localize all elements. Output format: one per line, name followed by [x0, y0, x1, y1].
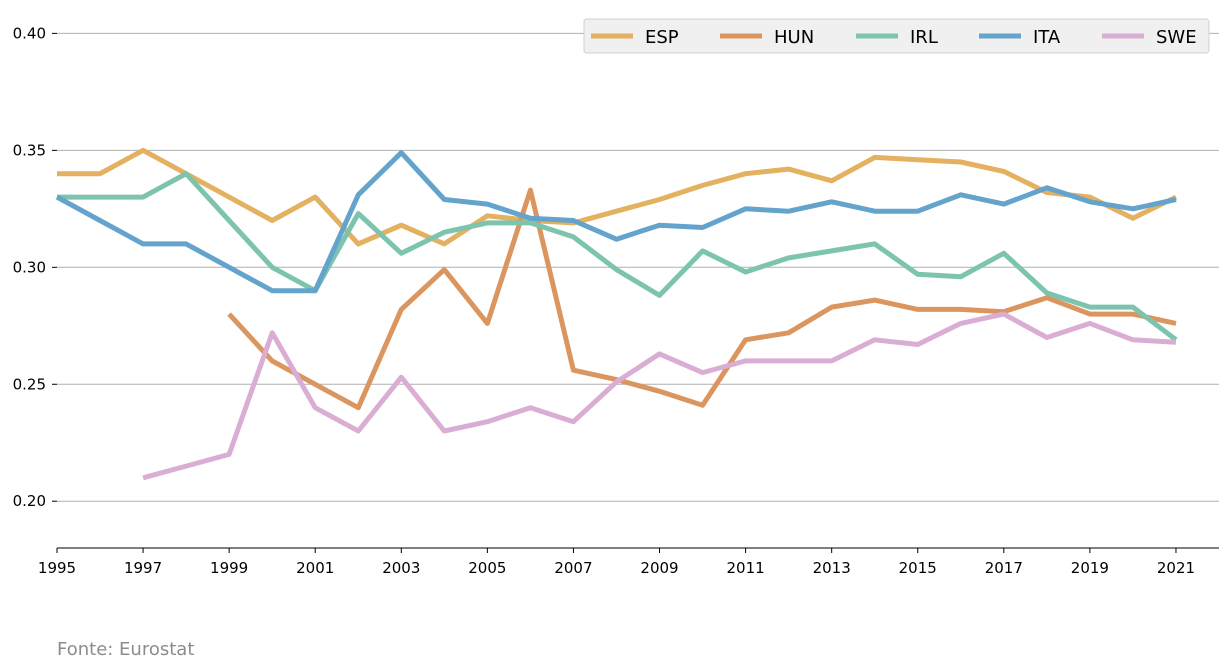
series-line-irl	[57, 171, 1178, 342]
series-line-esp	[57, 147, 1178, 247]
x-tick-label: 2015	[899, 559, 937, 577]
y-tick-label: 0.30	[13, 258, 46, 276]
x-tick-label: 2017	[985, 559, 1023, 577]
y-tick-label: 0.40	[13, 24, 46, 42]
legend-label: ESP	[645, 27, 679, 48]
legend-label: SWE	[1156, 27, 1197, 48]
x-tick-label: 2019	[1071, 559, 1109, 577]
series-line-swe	[142, 311, 1177, 481]
x-tick-label: 2009	[640, 559, 678, 577]
x-tick-label: 2021	[1157, 559, 1195, 577]
axes: 0.20 0.25 0.30 0.35 0.40 1995 1997 1999 2001 2003…	[13, 24, 1219, 577]
x-tick-label: 2013	[813, 559, 851, 577]
y-tick-label: 0.20	[13, 492, 46, 510]
y-tick-label: 0.25	[13, 375, 46, 393]
x-tick-label: 2011	[726, 559, 764, 577]
legend: ESP HUN IRL ITA SWE	[583, 18, 1210, 54]
x-tick-label: 1999	[210, 559, 248, 577]
x-tick-label: 1995	[38, 559, 76, 577]
legend-label: ITA	[1033, 27, 1061, 48]
legend-label: HUN	[774, 27, 814, 48]
x-tick-label: 2007	[554, 559, 592, 577]
y-tick-label: 0.35	[13, 141, 46, 159]
x-tick-label: 1997	[124, 559, 162, 577]
series-lines	[55, 147, 1178, 481]
x-tick-label: 2003	[382, 559, 420, 577]
legend-label: IRL	[910, 27, 938, 48]
series-line-ita	[55, 150, 1177, 294]
source-note: Fonte: Eurostat	[57, 639, 195, 660]
x-tick-label: 2001	[296, 559, 334, 577]
series-line-hun	[227, 187, 1177, 411]
x-tick-label: 2005	[468, 559, 506, 577]
